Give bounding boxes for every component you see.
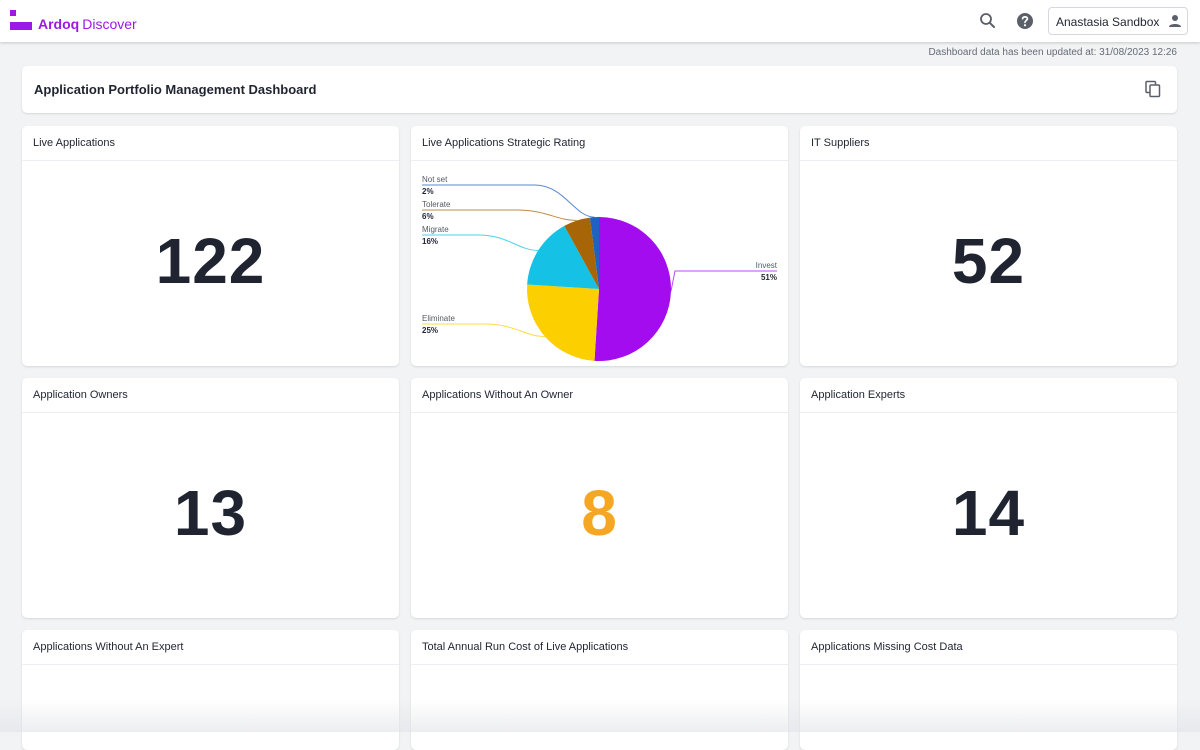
pie-slice-not-set[interactable] [589, 217, 599, 289]
strategic-rating-pie-chart: Invest 51% Eliminate 25% Migrate 16% Tolerate 6… [422, 175, 778, 361]
pie-label-tolerate: Tolerate [422, 200, 451, 209]
pie-slice-migrate[interactable] [527, 225, 599, 289]
dashboard-title-card: Application Portfolio Management Dashboa… [22, 66, 1177, 113]
live-applications-count: 122 [155, 225, 266, 297]
pie-label-not-set: Not set [422, 175, 448, 184]
pie-label-migrate: Migrate [422, 225, 449, 234]
tile-title: Live Applications [33, 137, 115, 149]
data-updated-timestamp: Dashboard data has been updated at: 31/0… [928, 47, 1177, 58]
ardoq-logo-icon[interactable] [10, 10, 32, 32]
tile-header: Total Annual Run Cost of Live Applicatio… [411, 630, 788, 665]
user-icon [1169, 15, 1181, 27]
applications-without-owner-count: 8 [581, 477, 618, 549]
page-title: Application Portfolio Management Dashboa… [34, 82, 317, 97]
pie-value-migrate: 16% [422, 237, 438, 246]
brand-label: Ardoq [38, 16, 80, 32]
leader-line-invest [670, 270, 777, 292]
pie-slice-invest[interactable] [594, 217, 672, 361]
tile-header: Live Applications Strategic Rating [411, 126, 788, 161]
tile-title: Application Owners [33, 389, 128, 401]
tile-header: Live Applications [22, 126, 399, 161]
search-button[interactable] [978, 11, 998, 31]
annual-run-cost-tile[interactable]: Total Annual Run Cost of Live Applicatio… [411, 630, 788, 750]
leader-line-tolerate [422, 209, 577, 222]
pie-value-eliminate: 25% [422, 326, 438, 335]
live-applications-tile[interactable]: Live Applications 122 [22, 126, 399, 366]
tile-header: Applications Without An Owner [411, 378, 788, 413]
leader-line-not-set [422, 184, 595, 218]
tile-header: IT Suppliers [800, 126, 1177, 161]
user-menu-button[interactable]: Anastasia Sandbox [1048, 7, 1188, 35]
pie-value-tolerate: 6% [422, 212, 434, 221]
help-button[interactable] [1015, 11, 1035, 31]
tile-title: Total Annual Run Cost of Live Applicatio… [422, 641, 629, 653]
pie-slice-tolerate[interactable] [564, 217, 599, 289]
missing-cost-data-tile[interactable]: Applications Missing Cost Data [800, 630, 1177, 750]
pie-value-invest: 51% [761, 273, 777, 282]
search-icon [980, 13, 995, 28]
product-label: Discover [82, 16, 137, 32]
tile-header: Application Experts [800, 378, 1177, 413]
it-suppliers-count: 52 [951, 225, 1026, 297]
copy-icon[interactable] [1144, 80, 1162, 98]
tile-title: Live Applications Strategic Rating [422, 137, 586, 149]
tile-header: Applications Without An Expert [22, 630, 399, 665]
top-bar: Ardoq Discover Anastasia Sandbox [0, 0, 1200, 42]
application-experts-count: 14 [951, 477, 1026, 549]
applications-without-expert-tile[interactable]: Applications Without An Expert [22, 630, 399, 750]
applications-without-owner-tile[interactable]: Applications Without An Owner 8 [411, 378, 788, 618]
application-owners-tile[interactable]: Application Owners 13 [22, 378, 399, 618]
tile-title: Application Experts [811, 389, 906, 401]
brand-name[interactable]: Ardoq Discover [38, 16, 137, 32]
application-experts-tile[interactable]: Application Experts 14 [800, 378, 1177, 618]
leader-line-eliminate [422, 323, 545, 338]
help-icon [1017, 13, 1033, 29]
it-suppliers-tile[interactable]: IT Suppliers 52 [800, 126, 1177, 366]
pie-label-eliminate: Eliminate [422, 314, 455, 323]
strategic-rating-tile[interactable]: Live Applications Strategic Rating Inves… [411, 126, 788, 366]
tile-title: Applications Missing Cost Data [811, 641, 963, 653]
tile-title: Applications Without An Owner [422, 389, 574, 401]
tile-header: Application Owners [22, 378, 399, 413]
tile-header: Applications Missing Cost Data [800, 630, 1177, 665]
pie-slice-eliminate[interactable] [527, 284, 599, 361]
application-owners-count: 13 [173, 477, 248, 549]
leader-line-migrate [422, 234, 539, 251]
tile-title: Applications Without An Expert [33, 641, 184, 653]
tile-title: IT Suppliers [811, 137, 870, 149]
pie-label-invest: Invest [756, 261, 778, 270]
user-name: Anastasia Sandbox [1056, 15, 1160, 29]
pie-value-not-set: 2% [422, 187, 434, 196]
